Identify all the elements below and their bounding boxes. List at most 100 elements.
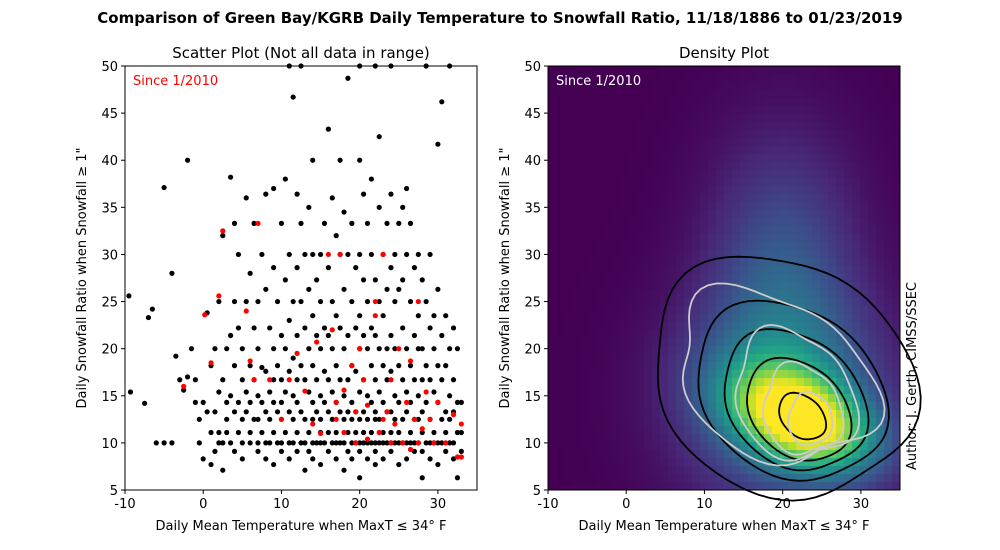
density-cell	[732, 330, 741, 339]
density-cell	[548, 322, 557, 331]
density-cell	[860, 266, 869, 275]
scatter-point	[251, 325, 257, 331]
density-cell	[620, 354, 629, 363]
density-cell	[892, 202, 901, 211]
density-cell	[732, 370, 741, 379]
density-cell	[716, 154, 725, 163]
density-cell	[852, 122, 861, 131]
density-cell	[892, 458, 901, 467]
density-cell	[588, 250, 597, 259]
scatter-point-recent	[360, 377, 367, 383]
scatter-point	[278, 440, 285, 446]
scatter-point	[294, 332, 300, 339]
scatter-title: Scatter Plot (Not all data in range)	[172, 44, 430, 62]
density-cell	[668, 186, 677, 195]
density-cell	[596, 194, 605, 203]
density-cell	[644, 154, 653, 163]
density-cell	[868, 114, 877, 123]
density-cell	[708, 90, 717, 99]
density-cell	[596, 410, 605, 419]
scatter-panel: Scatter Plot (Not all data in range) Sin…	[75, 44, 478, 534]
density-cell	[740, 90, 749, 99]
density-cell	[772, 250, 781, 259]
density-cell	[796, 378, 805, 387]
density-cell	[572, 386, 581, 395]
density-cell	[812, 386, 821, 395]
scatter-point	[306, 204, 312, 210]
density-cell	[652, 170, 661, 179]
density-cell	[796, 298, 805, 307]
density-cell	[660, 266, 669, 275]
density-cell	[740, 146, 749, 155]
density-cell	[780, 362, 789, 371]
density-cell	[748, 362, 757, 371]
density-cell	[644, 170, 653, 179]
density-cell	[700, 154, 709, 163]
density-cell	[612, 114, 621, 123]
density-cell	[596, 426, 605, 435]
density-cell	[884, 338, 893, 347]
density-cell	[836, 170, 845, 179]
density-cell	[572, 402, 581, 411]
density-cell	[892, 402, 901, 411]
density-cell	[812, 122, 821, 131]
density-cell	[820, 234, 829, 243]
density-cell	[692, 274, 701, 283]
density-cell	[780, 130, 789, 139]
density-cell	[892, 146, 901, 155]
density-cell	[780, 66, 789, 75]
density-cell	[564, 66, 573, 75]
density-cell	[636, 106, 645, 115]
density-cell	[740, 338, 749, 347]
density-cell	[636, 354, 645, 363]
density-cell	[716, 138, 725, 147]
density-cell	[636, 450, 645, 459]
density-cell	[740, 106, 749, 115]
scatter-point	[200, 456, 206, 462]
density-cell	[620, 474, 629, 483]
scatter-point	[271, 377, 277, 383]
density-cell	[628, 186, 637, 195]
density-cell	[628, 226, 637, 235]
scatter-point	[216, 389, 222, 395]
density-cell	[588, 474, 597, 483]
density-cell	[820, 386, 829, 395]
density-cell	[780, 338, 789, 347]
scatter-point-recent	[353, 409, 359, 415]
density-cell	[804, 290, 813, 299]
scatter-point	[259, 251, 265, 258]
density-cell	[708, 130, 717, 139]
density-cell	[612, 370, 621, 379]
density-cell	[788, 202, 797, 211]
density-cell	[884, 194, 893, 203]
density-cell	[604, 210, 613, 219]
density-cell	[548, 290, 557, 299]
scatter-point	[345, 75, 351, 81]
density-cell	[684, 74, 693, 83]
density-cell	[620, 466, 629, 475]
density-cell	[868, 138, 877, 147]
density-cell	[740, 282, 749, 291]
density-cell	[716, 122, 725, 131]
scatter-point	[345, 409, 351, 415]
density-cell	[548, 82, 557, 91]
density-cell	[684, 362, 693, 371]
density-cell	[612, 122, 621, 131]
density-cell	[628, 346, 637, 355]
density-cell	[612, 458, 621, 467]
scatter-point	[380, 313, 386, 319]
density-cell	[884, 90, 893, 99]
density-cell	[636, 298, 645, 307]
density-cell	[780, 314, 789, 323]
scatter-point-recent	[388, 377, 394, 383]
scatter-point	[263, 440, 269, 446]
scatter-point	[443, 313, 449, 319]
scatter-point	[360, 332, 367, 339]
density-cell	[684, 122, 693, 131]
scatter-point	[306, 429, 312, 436]
scatter-x-tick-label: 0	[199, 497, 207, 512]
density-cell	[652, 418, 661, 427]
density-cell	[564, 162, 573, 171]
density-cell	[892, 282, 901, 291]
density-cell	[756, 242, 765, 251]
